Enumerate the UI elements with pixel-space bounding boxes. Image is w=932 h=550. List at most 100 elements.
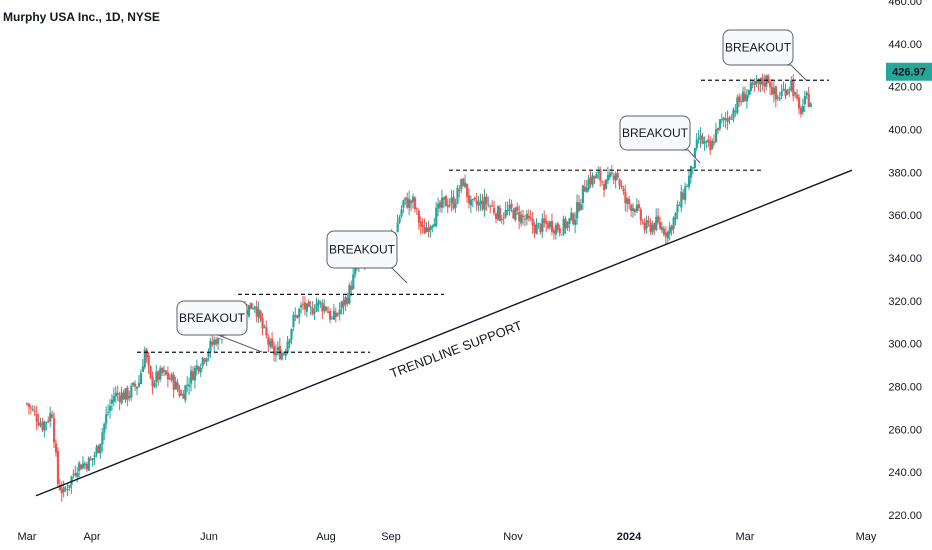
candle-body (344, 297, 347, 305)
candle-body (188, 384, 191, 387)
candle-body (43, 421, 46, 431)
candle-body (423, 227, 426, 234)
candle-body (562, 218, 565, 235)
candle-body (751, 82, 754, 85)
candle-body (500, 219, 503, 221)
candle-body (118, 395, 121, 402)
x-tick-label: Nov (503, 531, 523, 543)
candle-body (66, 489, 69, 491)
candle-body (672, 217, 675, 229)
candle-body (33, 410, 36, 412)
candle-body (726, 118, 729, 122)
candle-body (80, 464, 83, 470)
last-price-badge (886, 62, 932, 81)
candle-body (566, 222, 569, 228)
candle-body (798, 97, 801, 109)
candle-body (327, 311, 330, 314)
candle-body (749, 82, 752, 92)
candle-body (620, 185, 623, 188)
candle-body (716, 127, 720, 130)
candle-body (591, 175, 594, 185)
candle-body (81, 463, 85, 469)
candle-body (577, 202, 581, 211)
candle-body (323, 305, 326, 312)
candle-body (809, 103, 812, 108)
candle-body (666, 231, 669, 239)
candle-body (537, 222, 540, 224)
candle-body (597, 171, 600, 174)
candle-body (485, 196, 488, 204)
candle-body (709, 141, 712, 151)
y-tick-label: 280.00 (888, 382, 922, 394)
candle-body (778, 98, 781, 100)
candle-body (89, 459, 92, 461)
candle-body (628, 199, 631, 205)
candle-body (668, 226, 671, 234)
candle-body (54, 443, 58, 453)
candle-body (336, 313, 339, 316)
candle-body (350, 285, 353, 290)
candle-body (307, 301, 310, 307)
candle-body (570, 212, 573, 220)
y-tick-label: 220.00 (888, 510, 922, 522)
candle-body (707, 139, 710, 143)
candle-body (761, 77, 764, 85)
y-tick-label: 320.00 (888, 296, 922, 308)
candle-body (178, 389, 181, 396)
candle-body (624, 191, 627, 204)
candle-body (76, 472, 79, 477)
candle-body (736, 97, 739, 114)
candle-body (496, 206, 500, 220)
candle-body (41, 421, 44, 430)
candle-body (419, 221, 422, 227)
candle-body (697, 138, 700, 140)
candle-body (435, 207, 438, 226)
candle-body (504, 209, 507, 217)
y-tick-label: 240.00 (888, 467, 922, 479)
candle-body (440, 197, 444, 208)
candle-body (711, 140, 714, 150)
x-tick-label: Jun (200, 531, 218, 543)
candle-body (473, 197, 476, 200)
candle-body (267, 336, 270, 345)
candle-body (568, 218, 571, 224)
candle-body (649, 222, 652, 232)
candle-body (643, 222, 646, 231)
candle-body (220, 331, 224, 340)
candle-body (686, 185, 689, 187)
y-tick-label: 400.00 (888, 125, 922, 137)
candle-body (680, 191, 683, 208)
candle-body (172, 374, 175, 390)
candle-body (564, 219, 567, 229)
candle-body (469, 199, 473, 206)
candle-body (354, 267, 357, 275)
candle-body (352, 274, 355, 289)
candle-body (124, 388, 127, 400)
candle-body (514, 207, 517, 221)
candle-body (489, 206, 492, 208)
candle-body (286, 341, 289, 353)
candle-body (74, 473, 77, 476)
candle-body (110, 399, 114, 404)
trendline-label: TRENDLINE SUPPORT (388, 318, 524, 381)
candle-body (273, 346, 276, 355)
candle-body (282, 353, 285, 355)
breakout-callout-tail (382, 267, 408, 284)
candle-body (491, 205, 494, 207)
candle-body (329, 311, 332, 320)
candle-body (400, 209, 403, 217)
candle-body (35, 413, 38, 422)
candle-body (130, 385, 133, 398)
candle-body (159, 368, 162, 380)
candle-body (186, 384, 189, 386)
candle-body (529, 217, 532, 220)
candle-body (788, 89, 791, 91)
candle-body (780, 91, 783, 96)
candle-body (120, 392, 123, 404)
candle-body (589, 177, 592, 185)
candle-body (535, 224, 538, 235)
candle-body (614, 173, 617, 181)
candle-body (145, 349, 148, 358)
